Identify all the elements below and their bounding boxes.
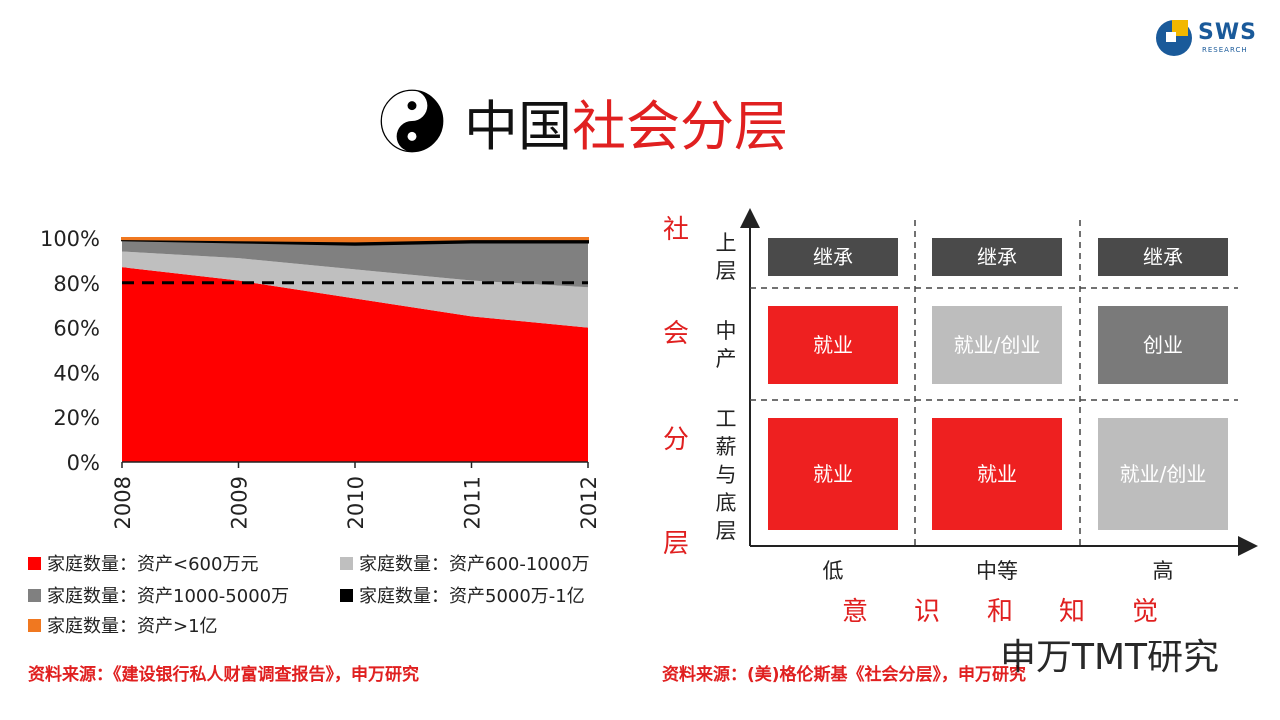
watermark: 申万TMT研究 xyxy=(1000,628,1219,680)
legend-label: 家庭数量：资产<600万元 xyxy=(47,550,258,576)
matrix-x-title: 意识和知觉 xyxy=(842,597,1158,627)
legend-item-5000-1yi: 家庭数量：资产5000万-1亿 xyxy=(340,582,585,608)
legend-item-600-1000: 家庭数量：资产600-1000万 xyxy=(340,550,590,576)
y-tick-label: 0% xyxy=(67,451,100,475)
matrix-cell-label: 就业 xyxy=(813,333,853,357)
y-tick-label: 80% xyxy=(53,272,100,296)
legend-item-lt600: 家庭数量：资产<600万元 xyxy=(28,550,258,576)
row-label-char: 层 xyxy=(716,519,737,543)
matrix-cell-label: 继承 xyxy=(813,245,853,269)
y-tick-label: 20% xyxy=(53,406,100,430)
y-tick-label: 60% xyxy=(53,317,100,341)
x-title-char: 知 xyxy=(1059,597,1085,627)
legend-label: 家庭数量：资产600-1000万 xyxy=(359,550,590,576)
col-label: 中等 xyxy=(976,559,1018,583)
matrix-col-labels: 低 中等 高 xyxy=(823,559,1174,583)
row-label-char: 层 xyxy=(716,259,737,283)
y-title-char: 层 xyxy=(663,529,689,559)
x-title-char: 觉 xyxy=(1132,597,1158,627)
row-label-char: 工 xyxy=(716,407,737,431)
y-tick-labels: 0% 20% 40% 60% 80% 100% xyxy=(40,227,100,475)
y-title-char: 会 xyxy=(663,319,689,349)
matrix-cell-label: 就业/创业 xyxy=(1120,462,1207,486)
source-note-left: 资料来源：《建设银行私人财富调查报告》，申万研究 xyxy=(28,660,419,685)
row-label-char: 产 xyxy=(716,347,737,371)
row-label-char: 中 xyxy=(716,319,737,343)
matrix-cell-label: 继承 xyxy=(977,245,1017,269)
legend-label: 家庭数量：资产5000万-1亿 xyxy=(359,582,585,608)
legend-swatch xyxy=(28,619,41,632)
y-title-char: 分 xyxy=(663,425,689,455)
row-label-char: 与 xyxy=(716,463,737,487)
matrix-cell-label: 创业 xyxy=(1143,333,1183,357)
matrix-y-title: 社会分层 xyxy=(663,215,689,559)
sws-logo: SWS RESEARCH xyxy=(1152,14,1264,58)
legend-label: 家庭数量：资产1000-5000万 xyxy=(47,582,289,608)
source-note-right: 资料来源：(美)格伦斯基《社会分层》，申万研究 xyxy=(662,660,1026,685)
legend-swatch xyxy=(340,589,353,602)
matrix-cell-label: 就业 xyxy=(977,462,1017,486)
row-label-char: 上 xyxy=(716,231,737,255)
matrix-cell-label: 就业/创业 xyxy=(954,333,1041,357)
page-title: 中国 社会分层 xyxy=(380,86,788,156)
x-tick-label: 2011 xyxy=(461,476,485,529)
legend-item-gt1yi: 家庭数量：资产>1亿 xyxy=(28,612,218,638)
legend-label: 家庭数量：资产>1亿 xyxy=(47,612,218,638)
x-tick-label: 2008 xyxy=(111,476,135,529)
x-tick-label: 2012 xyxy=(577,476,601,529)
asset-area-chart: 0% 20% 40% 60% 80% 100% 2008 2009 2010 2011 2012 xyxy=(30,210,610,540)
matrix-cell-label: 就业 xyxy=(813,462,853,486)
x-title-char: 识 xyxy=(914,597,940,627)
x-title-char: 意 xyxy=(842,597,868,627)
title-part-black: 中国 xyxy=(464,82,572,161)
x-tick-label: 2010 xyxy=(344,476,368,529)
y-tick-label: 100% xyxy=(40,227,100,251)
logo-subtext: RESEARCH xyxy=(1202,46,1248,54)
col-label: 低 xyxy=(823,559,844,583)
logo-text: SWS xyxy=(1198,20,1257,45)
y-tick-label: 40% xyxy=(53,361,100,385)
x-title-char: 和 xyxy=(987,597,1013,627)
legend-swatch xyxy=(340,557,353,570)
col-label: 高 xyxy=(1153,559,1174,583)
matrix-cell-label: 继承 xyxy=(1143,245,1183,269)
legend-swatch xyxy=(28,589,41,602)
yin-yang-icon xyxy=(380,89,444,153)
legend-swatch xyxy=(28,557,41,570)
title-part-red: 社会分层 xyxy=(572,82,788,161)
legend-item-1000-5000: 家庭数量：资产1000-5000万 xyxy=(28,582,289,608)
x-tick-label: 2009 xyxy=(228,476,252,529)
row-label-char: 底 xyxy=(716,491,737,515)
y-title-char: 社 xyxy=(663,215,689,245)
row-label-char: 薪 xyxy=(716,435,737,459)
sws-logo-icon xyxy=(1152,14,1196,58)
chart-series-layer xyxy=(122,238,588,462)
x-tick-labels: 2008 2009 2010 2011 2012 xyxy=(111,462,601,529)
